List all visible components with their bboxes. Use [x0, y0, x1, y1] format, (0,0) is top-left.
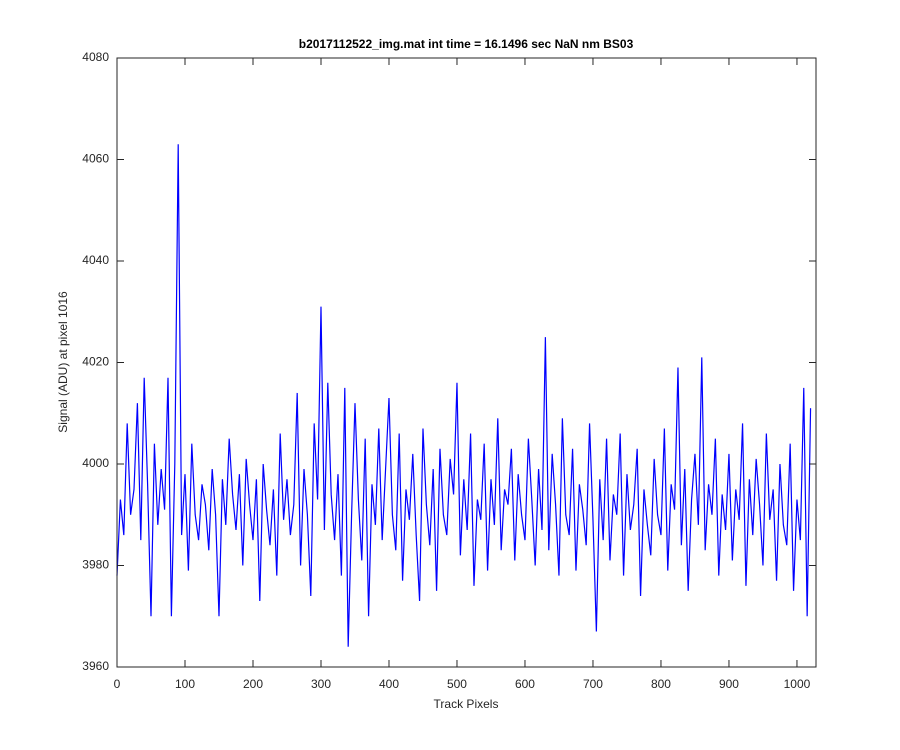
- y-tick-label: 4000: [82, 456, 109, 470]
- y-tick-label: 4020: [82, 355, 109, 369]
- y-tick-label: 4040: [82, 253, 109, 267]
- x-tick-label: 900: [719, 677, 739, 691]
- x-tick-label: 800: [651, 677, 671, 691]
- x-tick-label: 600: [515, 677, 535, 691]
- x-tick-label: 300: [311, 677, 331, 691]
- x-tick-label: 400: [379, 677, 399, 691]
- x-tick-label: 200: [243, 677, 263, 691]
- y-tick-label: 4080: [82, 50, 109, 64]
- x-tick-label: 700: [583, 677, 603, 691]
- chart-title: b2017112522_img.mat int time = 16.1496 s…: [299, 37, 634, 51]
- y-tick-label: 3980: [82, 558, 109, 572]
- y-axis-label: Signal (ADU) at pixel 1016: [56, 291, 70, 433]
- x-tick-label: 100: [175, 677, 195, 691]
- y-tick-label: 4060: [82, 152, 109, 166]
- data-line: [116, 144, 812, 647]
- x-tick-label: 1000: [784, 677, 811, 691]
- x-tick-label: 0: [114, 677, 121, 691]
- x-tick-label: 500: [447, 677, 467, 691]
- y-tick-label: 3960: [82, 659, 109, 673]
- x-axis-label: Track Pixels: [434, 697, 499, 711]
